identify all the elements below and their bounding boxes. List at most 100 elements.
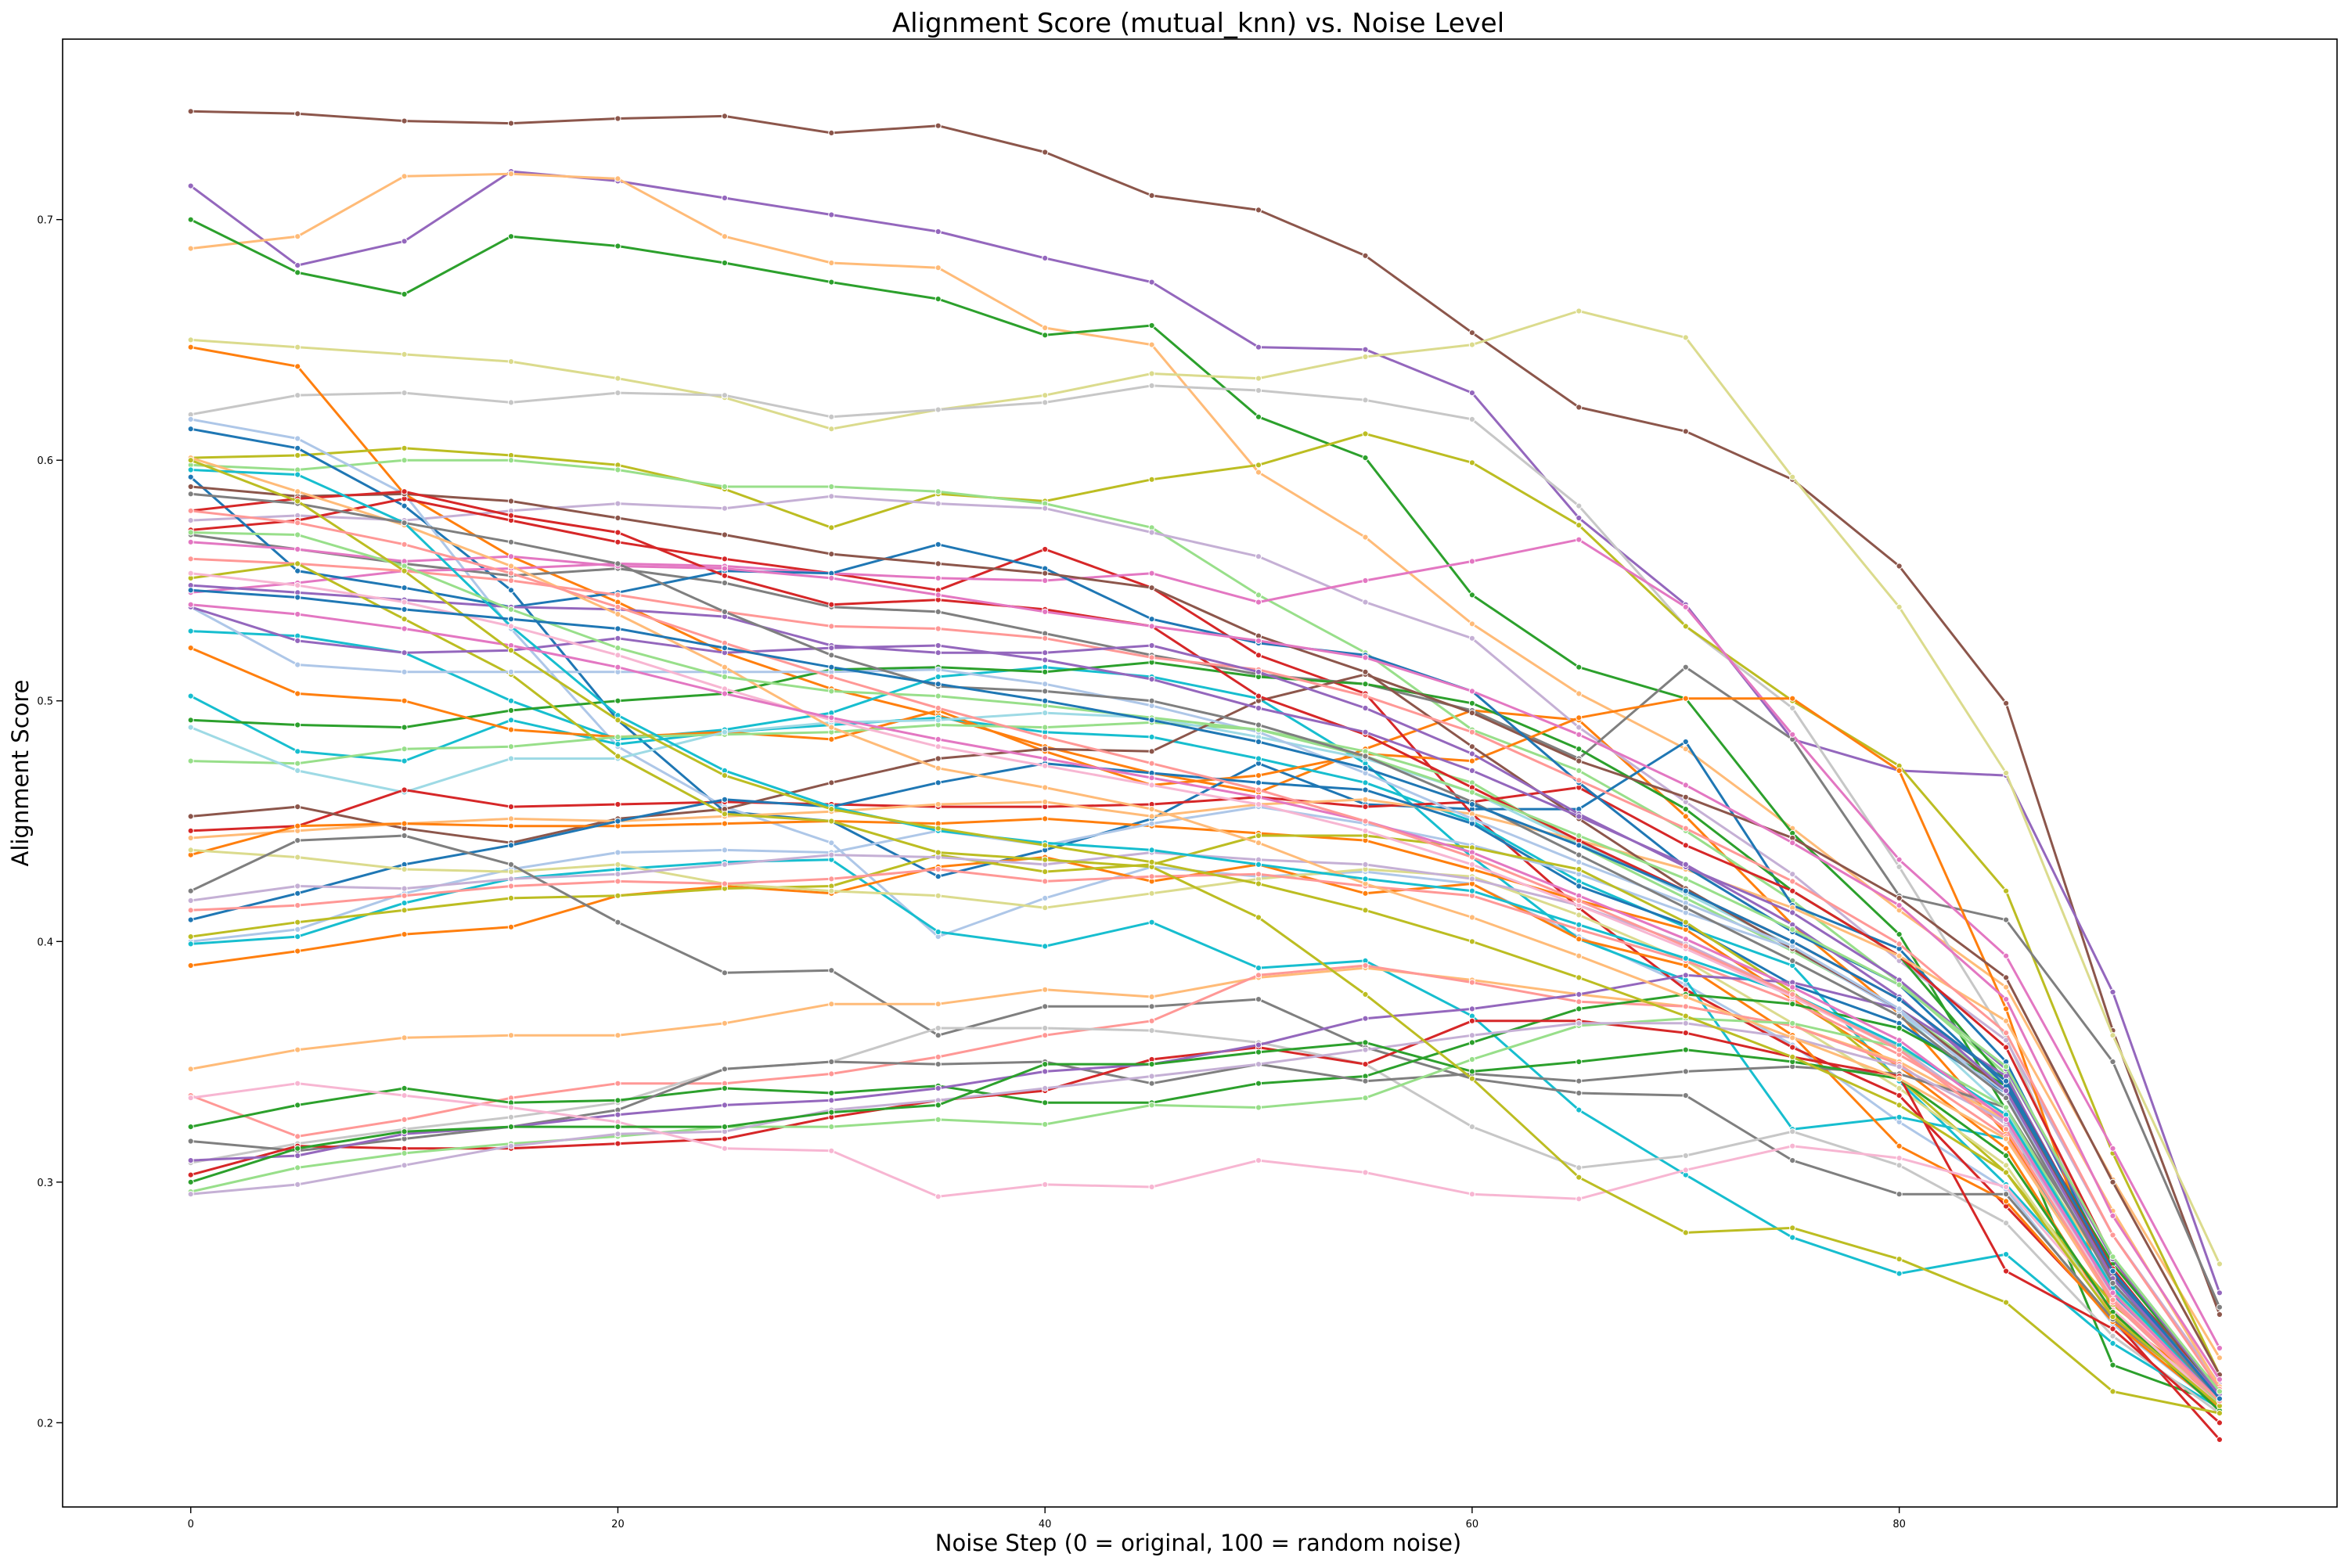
series-50-point [507, 577, 515, 584]
series-1-point [2216, 1311, 2223, 1318]
series-8-point [2003, 887, 2010, 894]
series-38-point [294, 1102, 301, 1109]
series-62-point [1896, 1046, 1903, 1053]
series-29-point [507, 923, 515, 930]
series-36-point [294, 1133, 301, 1140]
series-28-line [189, 858, 2221, 1410]
series-41-point [294, 1152, 301, 1160]
series-1-point [1896, 563, 1903, 570]
series-55-point [1682, 993, 1689, 1001]
series-3-point [294, 233, 301, 240]
series-45-point [187, 1178, 194, 1185]
series-6-point [294, 392, 301, 399]
series-52-point [1362, 991, 1369, 998]
series-60-point [721, 690, 729, 697]
series-14-point [1682, 664, 1689, 671]
series-62-point [1576, 897, 1583, 904]
series-56-line [189, 469, 2221, 1401]
series-55-point [2003, 1135, 2010, 1142]
series-52-point [1468, 1075, 1476, 1082]
series-6-point [1042, 399, 1049, 406]
series-49-point [507, 553, 515, 560]
series-44-point [401, 1092, 408, 1099]
series-61-point [721, 772, 729, 779]
series-58-point [1896, 1012, 1903, 1020]
series-43-point [1362, 1046, 1369, 1053]
series-44-line [189, 1082, 2221, 1408]
series-11-point [1682, 738, 1689, 746]
series-40-point [1468, 1017, 1476, 1024]
series-44-point [1468, 1191, 1476, 1198]
series-57-point [1896, 981, 1903, 988]
series-31-point [1042, 904, 1049, 912]
series-59-point [187, 570, 194, 577]
series-13-point [1255, 652, 1262, 659]
series-49-point [935, 592, 942, 599]
series-45-point [721, 1124, 729, 1131]
series-50-point [935, 625, 942, 632]
series-57-point [721, 673, 729, 681]
series-31-point [1148, 890, 1155, 897]
series-15-point [1148, 570, 1155, 577]
series-2-point [1362, 346, 1369, 353]
series-2-point [401, 238, 408, 245]
series-28-point [1148, 919, 1155, 926]
series-42-point [401, 1149, 408, 1157]
series-43-point [294, 1181, 301, 1189]
series-18-point [1468, 699, 1476, 707]
series-15-point [1468, 558, 1476, 565]
series-29-point [1896, 1142, 1903, 1149]
series-56-point [1255, 861, 1262, 869]
series-50-point [1468, 728, 1476, 735]
series-52-point [1896, 1256, 1903, 1263]
series-61-point [294, 498, 301, 505]
series-63-point [1682, 887, 1689, 894]
series-41-point [187, 1157, 194, 1164]
series-4-point [721, 259, 729, 267]
series-30-point [1576, 865, 1583, 873]
series-22-point [614, 800, 621, 808]
series-19-point [294, 690, 301, 697]
series-63-point [294, 594, 301, 601]
series-63-point [935, 681, 942, 688]
series-41-point [614, 1111, 621, 1118]
series-50-point [1042, 635, 1049, 642]
series-58-point [1042, 688, 1049, 695]
x-axis-label: Noise Step (0 = original, 100 = random n… [935, 1530, 1461, 1556]
series-15-point [1682, 603, 1689, 610]
series-36-point [1682, 1003, 1689, 1010]
series-10-point [721, 505, 729, 512]
series-61-point [1468, 938, 1476, 945]
series-5-point [1682, 334, 1689, 341]
series-49-point [721, 565, 729, 572]
series-37-point [507, 1113, 515, 1120]
series-14-point [2109, 1058, 2116, 1066]
series-48-point [1255, 692, 1262, 699]
series-43-point [401, 1162, 408, 1169]
series-55-point [1042, 784, 1049, 791]
series-16-point [935, 673, 942, 681]
series-56-point [1362, 876, 1369, 883]
series-49-point [828, 574, 835, 582]
series-45-point [2003, 1152, 2010, 1160]
series-37-point [1576, 1164, 1583, 1171]
series-51-point [1362, 704, 1369, 712]
series-63-point [1362, 764, 1369, 771]
series-43-point [614, 1131, 621, 1138]
series-50-point [2109, 1232, 2116, 1239]
series-60-line [189, 603, 2221, 1403]
series-58-point [828, 652, 835, 659]
series-23-point [1896, 894, 1903, 902]
series-3-point [1362, 534, 1369, 541]
series-4-line [189, 218, 2221, 1405]
series-49 [187, 538, 2223, 1383]
series-53-point [1576, 858, 1583, 865]
series-20-point [1042, 724, 1049, 731]
series-32-point [1468, 876, 1476, 883]
series-57-point [507, 606, 515, 613]
series-52-point [614, 753, 621, 760]
series-58-point [187, 491, 194, 498]
series-36-point [1468, 979, 1476, 986]
series-47-point [935, 560, 942, 567]
